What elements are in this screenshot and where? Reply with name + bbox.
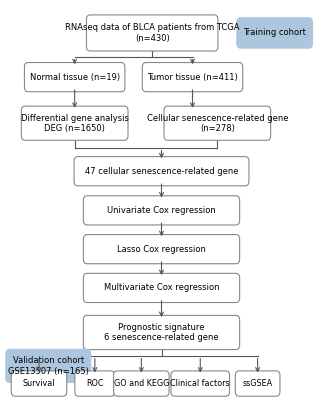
FancyBboxPatch shape: [83, 196, 240, 225]
Text: ROC: ROC: [86, 379, 104, 388]
Text: RNAseq data of BLCA patients from TCGA
(n=430): RNAseq data of BLCA patients from TCGA (…: [65, 23, 239, 43]
Text: ssGSEA: ssGSEA: [243, 379, 273, 388]
FancyBboxPatch shape: [6, 349, 91, 382]
Text: 47 cellular senescence-related gene: 47 cellular senescence-related gene: [85, 167, 238, 176]
FancyBboxPatch shape: [11, 371, 67, 396]
FancyBboxPatch shape: [235, 371, 280, 396]
Text: Training cohort: Training cohort: [243, 28, 306, 38]
Text: Lasso Cox regression: Lasso Cox regression: [117, 245, 206, 254]
FancyBboxPatch shape: [164, 106, 271, 140]
FancyBboxPatch shape: [21, 106, 128, 140]
FancyBboxPatch shape: [75, 371, 115, 396]
Text: GO and KEGG: GO and KEGG: [114, 379, 169, 388]
FancyBboxPatch shape: [114, 371, 169, 396]
Text: Survival: Survival: [23, 379, 55, 388]
FancyBboxPatch shape: [237, 18, 313, 48]
FancyBboxPatch shape: [87, 15, 218, 51]
FancyBboxPatch shape: [74, 157, 249, 186]
Text: Cellular senescence-related gene
(n=278): Cellular senescence-related gene (n=278): [147, 114, 288, 133]
FancyBboxPatch shape: [25, 62, 125, 92]
Text: Differential gene analysis
DEG (n=1650): Differential gene analysis DEG (n=1650): [21, 114, 129, 133]
FancyBboxPatch shape: [83, 273, 240, 302]
Text: Multivariate Cox regression: Multivariate Cox regression: [104, 284, 219, 292]
Text: Validation cohort
GSE13507 (n=165): Validation cohort GSE13507 (n=165): [8, 356, 89, 376]
Text: Clinical factors: Clinical factors: [171, 379, 230, 388]
FancyBboxPatch shape: [83, 315, 240, 350]
FancyBboxPatch shape: [171, 371, 230, 396]
FancyBboxPatch shape: [142, 62, 243, 92]
Text: Univariate Cox regression: Univariate Cox regression: [107, 206, 216, 215]
Text: Prognostic signature
6 senescence-related gene: Prognostic signature 6 senescence-relate…: [104, 323, 219, 342]
Text: Tumor tissue (n=411): Tumor tissue (n=411): [147, 73, 238, 82]
FancyBboxPatch shape: [83, 234, 240, 264]
Text: Normal tissue (n=19): Normal tissue (n=19): [30, 73, 120, 82]
